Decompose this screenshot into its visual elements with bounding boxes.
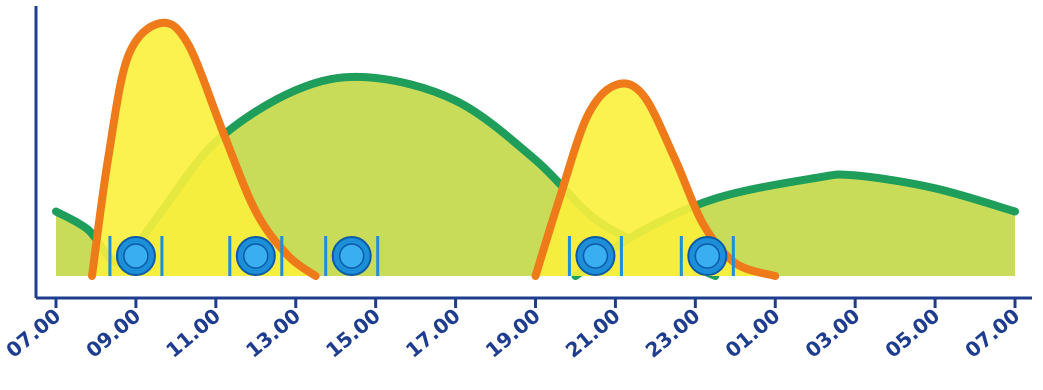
series-layer [56, 23, 1015, 276]
plate-center-icon [244, 244, 268, 268]
x-tick-label: 19.00 [481, 303, 545, 362]
x-tick-label: 07.00 [960, 303, 1024, 362]
x-tick-label: 23.00 [641, 303, 705, 362]
x-tick-label: 21.00 [561, 303, 625, 362]
x-tick-label: 09.00 [81, 303, 145, 362]
plate-center-icon [695, 244, 719, 268]
x-tick-label: 15.00 [321, 303, 385, 362]
x-tick-label: 05.00 [880, 303, 944, 362]
x-tick-label: 03.00 [800, 303, 864, 362]
plate-center-icon [340, 244, 364, 268]
x-tick-label: 11.00 [161, 303, 225, 362]
x-tick-label: 13.00 [241, 303, 305, 362]
x-tick-label: 01.00 [721, 303, 785, 362]
plate-center-icon [583, 244, 607, 268]
x-tick-layer: 07.00 09.00 11.00 13.00 15.00 17.00 19.00 21.00… [1, 298, 1024, 362]
plot-area: 07.00 09.00 11.00 13.00 15.00 17.00 19.00 21.00… [1, 6, 1032, 362]
x-tick-label: 17.00 [401, 303, 465, 362]
plate-center-icon [124, 244, 148, 268]
x-tick-label: 07.00 [1, 303, 65, 362]
